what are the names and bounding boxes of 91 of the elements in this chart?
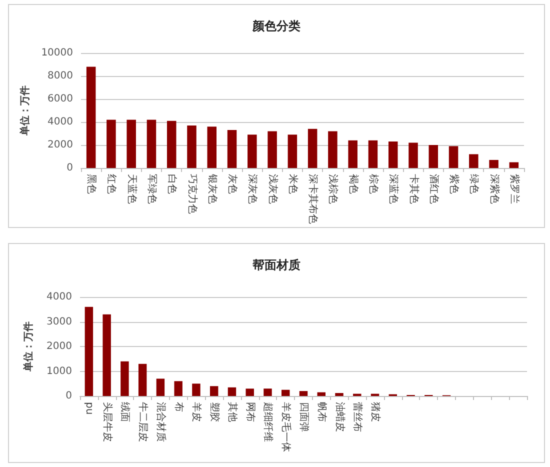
- y-tick-label: 0: [66, 390, 72, 402]
- x-tick-label: 紫罗兰: [508, 174, 520, 204]
- x-tick-label: 卡其色: [408, 174, 420, 204]
- bar: [210, 386, 218, 396]
- bar: [246, 388, 254, 396]
- bar: [469, 154, 478, 168]
- x-tick-label: 深紫色: [488, 174, 500, 204]
- y-axis-title: 单位：万件: [18, 86, 31, 136]
- x-tick-label: 羊皮: [190, 402, 203, 422]
- x-tick-label: 猪皮: [370, 402, 382, 422]
- x-tick-label: 绒面: [119, 402, 132, 422]
- bar: [264, 388, 272, 396]
- bar: [156, 378, 165, 396]
- bar: [102, 314, 111, 396]
- bar: [428, 145, 438, 168]
- bar: [120, 361, 129, 396]
- bar: [509, 162, 519, 168]
- x-tick-label: 天蓝色: [126, 174, 138, 204]
- y-tick-label: 10000: [41, 48, 73, 58]
- bar: [348, 140, 358, 168]
- bar: [328, 131, 338, 168]
- x-tick-label: 米色: [286, 174, 299, 194]
- bar: [317, 392, 326, 396]
- x-tick-label: 巧克力色: [186, 174, 198, 214]
- x-tick-label: 棕色: [367, 174, 380, 194]
- bar: [187, 125, 196, 168]
- bar: [166, 120, 176, 168]
- bar: [126, 120, 136, 168]
- x-tick-label: 紫色: [448, 174, 460, 194]
- x-tick-label: 牛二层皮: [137, 402, 150, 442]
- bar: [388, 142, 398, 168]
- y-tick-label: 4000: [46, 292, 72, 302]
- x-tick-label: 白色: [166, 174, 178, 194]
- bar: [106, 120, 116, 168]
- x-tick-label: pu: [83, 402, 94, 415]
- x-tick-label: 褐色: [347, 174, 360, 194]
- x-tick-label: 羊皮毛一体: [280, 402, 292, 452]
- x-tick-label: 军绿色: [146, 174, 158, 204]
- y-axis-title: 单位：万件: [22, 322, 34, 372]
- x-tick-label: 蕾丝布: [352, 402, 364, 432]
- x-tick-label: 浅灰色: [266, 174, 279, 204]
- x-tick-label: 混合材质: [154, 402, 167, 442]
- x-tick-label: 其他: [226, 402, 238, 422]
- bar: [192, 384, 200, 396]
- x-tick-label: 网布: [244, 402, 256, 422]
- y-tick-label: 8000: [48, 70, 73, 82]
- bar: [288, 134, 298, 168]
- x-tick-label: 头层牛皮: [101, 402, 114, 442]
- bar: [282, 390, 290, 396]
- bar: [299, 391, 308, 396]
- bar: [174, 381, 182, 396]
- x-tick-label: 超细纤维: [262, 402, 274, 442]
- bar: [335, 393, 344, 396]
- x-tick-label: 黑色: [86, 174, 98, 194]
- chart-title: 颜色分类: [252, 19, 300, 33]
- y-tick-label: 1000: [46, 366, 72, 377]
- x-tick-label: 深蓝色: [388, 174, 400, 204]
- x-tick-label: 油蜡皮: [334, 402, 346, 432]
- bar: [268, 131, 277, 168]
- x-tick-label: 银灰色: [206, 173, 218, 204]
- bar: [84, 306, 94, 396]
- bar: [308, 128, 318, 168]
- x-tick-label: 浅棕色: [327, 174, 340, 204]
- bar: [228, 387, 236, 396]
- bar: [227, 130, 237, 168]
- y-tick-label: 4000: [48, 116, 73, 128]
- x-tick-label: 布: [172, 402, 185, 412]
- bar: [368, 140, 378, 168]
- chart-title: 帮面材质: [252, 258, 300, 272]
- y-tick-label: 6000: [48, 94, 73, 104]
- bar: [448, 146, 458, 168]
- bar: [207, 126, 217, 168]
- bar: [248, 134, 257, 168]
- x-tick-label: 四面弹: [298, 402, 310, 432]
- y-tick-label: 0: [66, 162, 73, 174]
- x-tick-label: 红色: [106, 174, 118, 194]
- bar: [138, 364, 147, 396]
- x-tick-label: 绿色: [468, 174, 480, 194]
- x-tick-label: 深灰色: [246, 174, 259, 204]
- x-tick-label: 灰色: [226, 174, 239, 194]
- x-tick-label: 酒红色: [428, 174, 440, 204]
- y-tick-label: 2000: [46, 341, 72, 352]
- x-tick-label: 帆布: [316, 402, 328, 422]
- bar: [489, 160, 498, 168]
- bar: [146, 120, 156, 168]
- y-tick-label: 3000: [46, 316, 72, 328]
- x-tick-label: 深卡其布色: [307, 174, 320, 224]
- x-tick-label: 塑胶: [208, 402, 221, 422]
- y-tick-label: 2000: [48, 140, 73, 150]
- bar: [86, 66, 96, 168]
- bar: [408, 142, 418, 168]
